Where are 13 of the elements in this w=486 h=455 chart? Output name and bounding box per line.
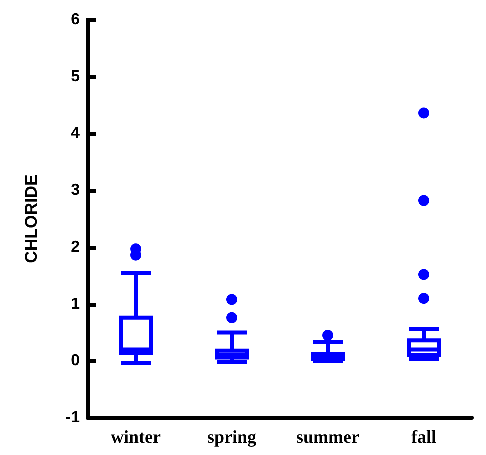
y-tick-label: 4 — [71, 125, 80, 142]
y-tick-label: 6 — [71, 12, 80, 28]
x-tick-label: spring — [207, 427, 257, 447]
x-tick-label: fall — [412, 427, 436, 447]
y-tick-label: 2 — [71, 238, 80, 256]
x-tick-label: winter — [111, 427, 161, 447]
y-tick-label: 1 — [71, 296, 80, 313]
y-tick-label: -1 — [66, 410, 80, 426]
x-tick-label: summer — [296, 427, 360, 447]
y-tick-label: 3 — [71, 182, 80, 200]
y-axis-title: CHLORIDE — [22, 174, 41, 264]
y-tick-label: 5 — [71, 68, 80, 86]
y-tick-label: 0 — [71, 352, 80, 370]
